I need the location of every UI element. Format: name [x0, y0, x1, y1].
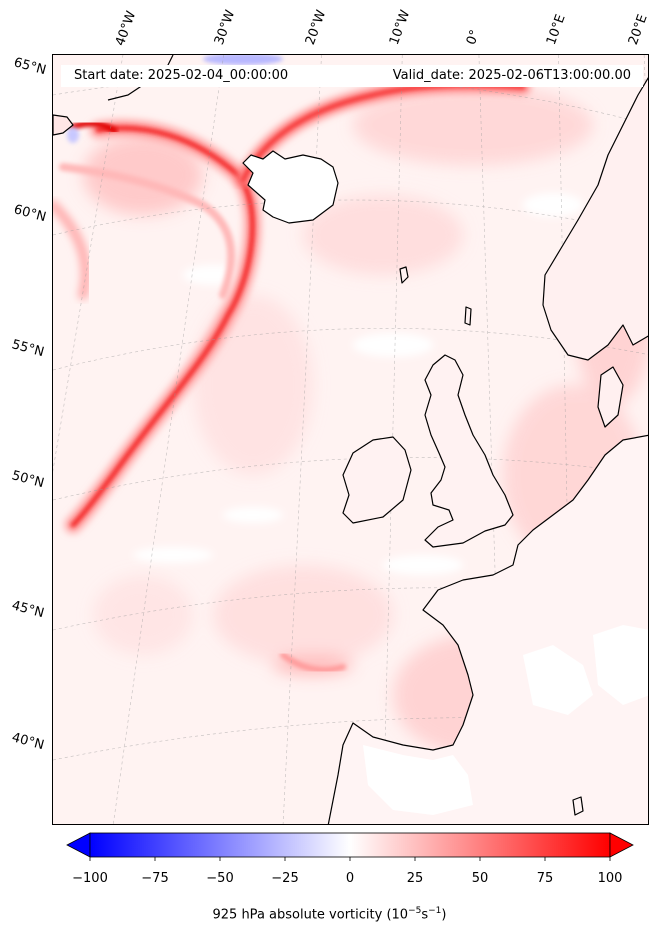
scandinavia: [542, 77, 648, 361]
coastlines: [53, 55, 648, 824]
valid-date-label: Valid_date: 2025-02-06T13:00:00.00: [392, 68, 631, 83]
denmark: [597, 366, 624, 428]
lat-label-60n: 60°N: [12, 202, 48, 226]
colorbar-gradient: [89, 832, 611, 858]
alps-region: [523, 645, 593, 715]
lon-label-0: 0°: [463, 27, 484, 47]
colorbar-tick-m100: −100: [72, 871, 108, 886]
colorbar-tick-50: 50: [471, 871, 489, 886]
vorticity-filaments: [53, 78, 530, 673]
central-europe-interior: [593, 625, 648, 705]
ireland: [342, 436, 412, 524]
iberia-highlands: [363, 745, 473, 815]
lon-label-40w: 40°W: [112, 9, 140, 48]
date-info-bar: Start date: 2025-02-04_00:00:00 Valid_da…: [61, 65, 643, 87]
lon-label-30w: 30°W: [211, 8, 239, 47]
colorbar-label: 925 hPa absolute vorticity (10−5s−1): [212, 906, 447, 923]
colorbar-tick-75: 75: [536, 871, 554, 886]
colorbar-extend-min: [66, 832, 91, 858]
colorbar-tick-100: 100: [597, 871, 623, 886]
lat-label-55n: 55°N: [10, 337, 46, 361]
vorticity-map[interactable]: Start date: 2025-02-04_00:00:00 Valid_da…: [52, 54, 649, 825]
colorbar-tick-m50: −50: [206, 871, 234, 886]
greenland: [53, 114, 74, 136]
colorbar-tick-25: 25: [406, 871, 424, 886]
map-canvas: [53, 55, 648, 824]
colorbar-tick-0: 0: [345, 871, 355, 886]
start-date-label: Start date: 2025-02-04_00:00:00: [74, 68, 289, 83]
shetland-islands: [464, 306, 472, 326]
colorbar-extend-max: [609, 832, 634, 858]
lat-label-50n: 50°N: [10, 468, 46, 492]
lon-label-10e: 10°E: [543, 12, 569, 48]
colorbar-tick-marks: [89, 857, 611, 861]
lon-label-10w: 10°W: [386, 8, 414, 47]
colorbar: [66, 832, 634, 861]
lat-label-65n: 65°N: [12, 55, 48, 79]
colorbar-tick-m75: −75: [141, 871, 169, 886]
lon-label-20w: 20°W: [302, 8, 330, 47]
great-britain: [424, 354, 514, 548]
lat-label-40n: 40°N: [10, 730, 46, 754]
lat-label-45n: 45°N: [10, 598, 46, 622]
colorbar-tick-m25: −25: [271, 871, 299, 886]
lon-label-20e: 20°E: [625, 12, 651, 48]
continental-europe: [327, 434, 648, 824]
faroe-islands: [399, 266, 409, 284]
corsica-sardinia: [572, 796, 584, 816]
iceland: [242, 150, 339, 224]
